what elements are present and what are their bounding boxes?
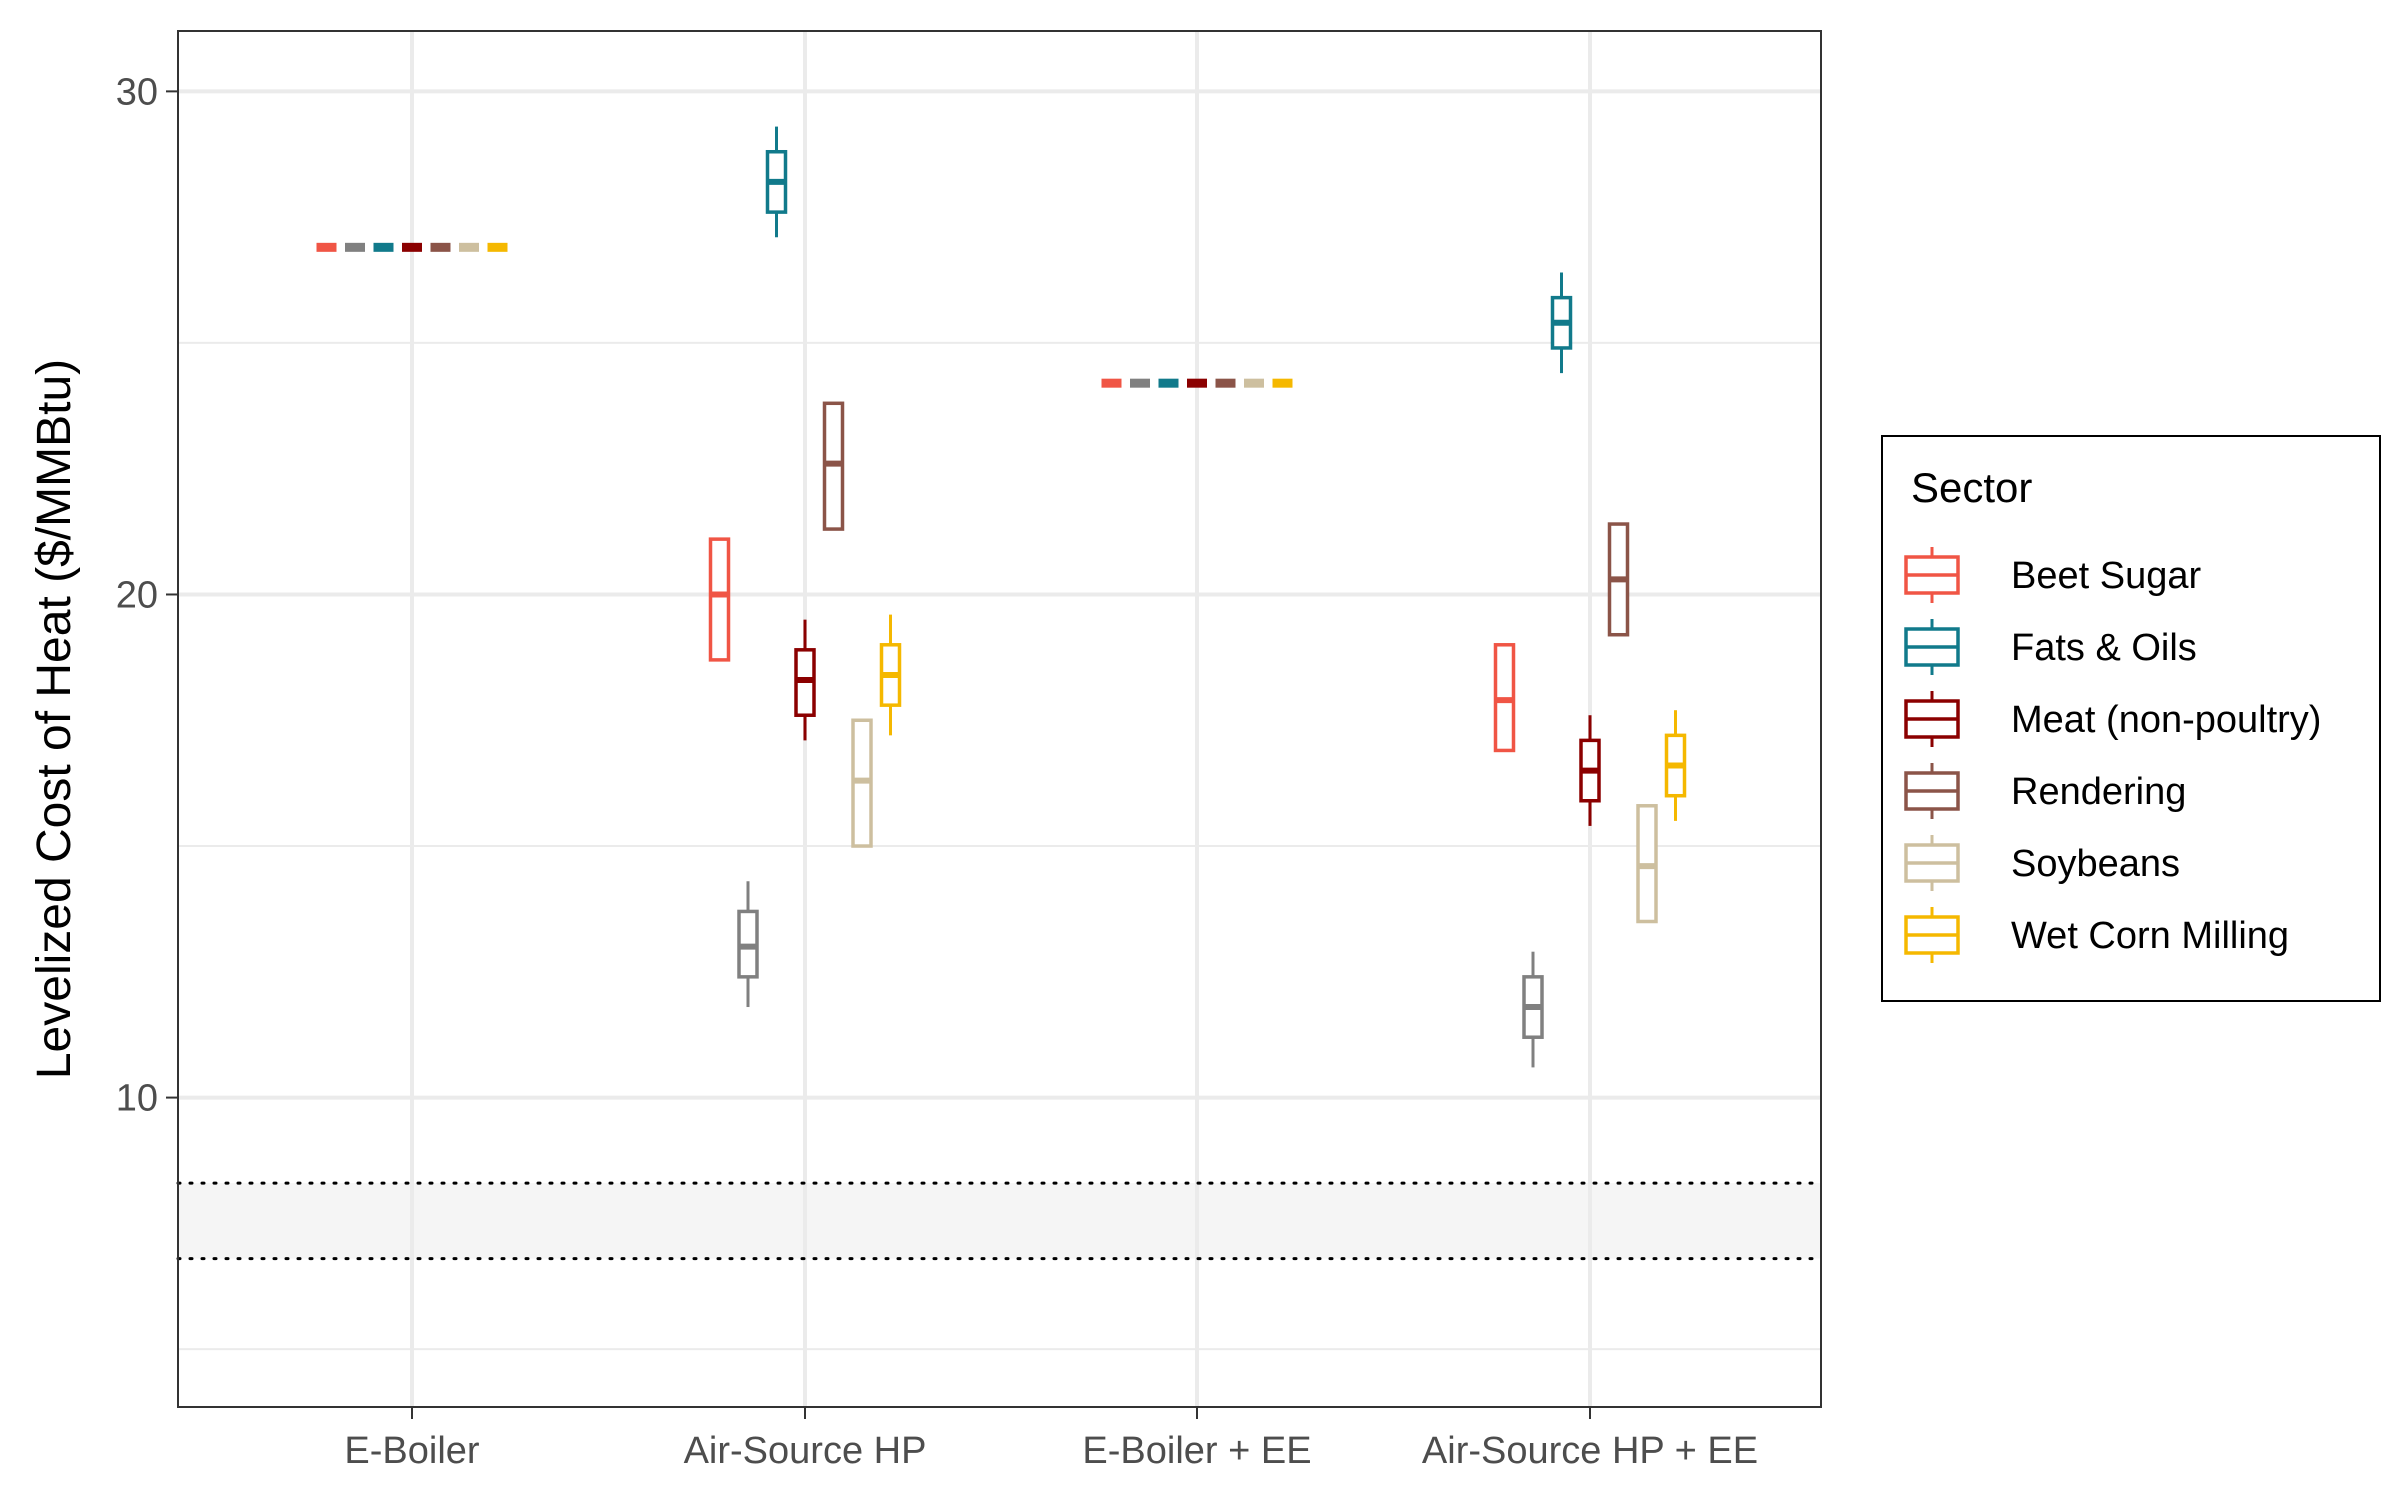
legend-label: Meat (non-poultry) [2011, 699, 2321, 741]
box-1-4 [822, 401, 845, 531]
box-0-0 [316, 242, 337, 252]
axes-layer: 10 20 30 E-Boiler Air-Source HP E-Boiler + EE… [116, 71, 1758, 1472]
box-flat-mark [1272, 378, 1293, 388]
reference-band-fill [178, 1183, 1821, 1259]
panel-border [177, 30, 1822, 1408]
box-flat-mark [402, 242, 422, 252]
x-tick-label: Air-Source HP [684, 1430, 927, 1472]
box-flat-mark [487, 242, 508, 252]
legend: Sector Beet Sugar Fats & Oils Meat (non-po… [1881, 435, 2381, 1002]
x-tick-label: E-Boiler + EE [1082, 1430, 1311, 1472]
box-2-4 [1215, 378, 1236, 388]
x-tick-label: E-Boiler [344, 1430, 479, 1472]
box-flat-mark [1101, 378, 1122, 388]
box-2-5 [1244, 378, 1264, 388]
box-0-4 [430, 242, 451, 252]
legend-item: Fats & Oils [1904, 619, 2197, 675]
box-2-0 [1101, 378, 1122, 388]
box-flat-mark [1244, 378, 1264, 388]
legend-title: Sector [1911, 464, 2032, 511]
legend-label: Soybeans [2011, 843, 2180, 885]
box-body [708, 537, 731, 662]
legend-frame [1881, 435, 2381, 1002]
box-0-3 [402, 242, 422, 252]
legend-item: Meat (non-poultry) [1904, 691, 2321, 747]
y-tick-label: 30 [116, 71, 158, 113]
reference-band-layer [178, 1183, 1821, 1259]
box-2-2 [1158, 378, 1179, 388]
box-3-4 [1607, 522, 1630, 637]
panel-background [178, 31, 1821, 1407]
box-0-6 [487, 242, 508, 252]
box-2-3 [1187, 378, 1207, 388]
box-1-2 [765, 126, 788, 238]
legend-label: Rendering [2011, 771, 2186, 813]
box-0-1 [345, 242, 365, 252]
box-3-3 [1579, 715, 1601, 826]
y-tick-label: 20 [116, 574, 158, 616]
y-axis-title: Levelized Cost of Heat ($/MMBtu) [28, 359, 81, 1079]
legend-item: Soybeans [1904, 835, 2180, 891]
legend-label: Wet Corn Milling [2011, 915, 2289, 957]
box-1-3 [794, 619, 816, 741]
box-3-2 [1550, 272, 1573, 374]
y-tick-label: 10 [116, 1078, 158, 1120]
box-flat-mark [430, 242, 451, 252]
boxes-layer [316, 126, 1687, 1068]
box-3-1 [1522, 951, 1544, 1068]
box-1-0 [708, 537, 731, 662]
box-flat-mark [316, 242, 337, 252]
box-flat-mark [1187, 378, 1207, 388]
reference-band-lines [176, 1181, 1823, 1261]
x-tick-label: Air-Source HP + EE [1422, 1430, 1758, 1472]
box-flat-mark [459, 242, 479, 252]
box-2-1 [1130, 378, 1150, 388]
box-flat-mark [1215, 378, 1236, 388]
box-flat-mark [1130, 378, 1150, 388]
box-0-5 [459, 242, 479, 252]
box-2-6 [1272, 378, 1293, 388]
box-3-5 [1636, 804, 1658, 924]
box-flat-mark [345, 242, 365, 252]
box-1-1 [737, 881, 759, 1008]
box-3-0 [1493, 643, 1516, 753]
box-0-2 [373, 242, 394, 252]
box-1-6 [879, 614, 902, 736]
box-flat-mark [373, 242, 394, 252]
legend-item: Beet Sugar [1904, 547, 2201, 603]
legend-item: Rendering [1904, 763, 2186, 819]
legend-label: Fats & Oils [2011, 627, 2197, 669]
box-1-5 [851, 718, 873, 848]
legend-item: Wet Corn Milling [1904, 907, 2289, 963]
box-3-6 [1664, 710, 1687, 821]
legend-label: Beet Sugar [2011, 555, 2201, 597]
box-flat-mark [1158, 378, 1179, 388]
